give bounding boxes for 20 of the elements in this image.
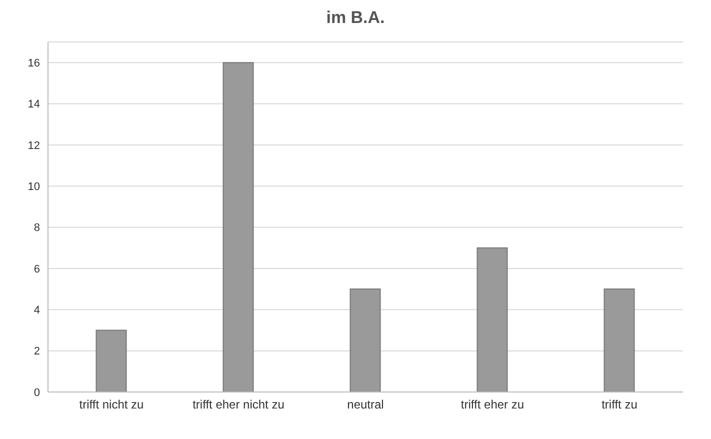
- y-tick-label: 6: [34, 263, 40, 276]
- x-tick-label: trifft eher nicht zu: [192, 398, 284, 412]
- bar: [604, 288, 635, 392]
- y-tick-label: 12: [28, 140, 40, 152]
- x-tick-label: trifft zu: [602, 398, 638, 412]
- bar: [350, 288, 381, 392]
- y-tick-label: 4: [34, 304, 40, 317]
- y-tick-label: 0: [34, 386, 40, 399]
- y-tick-label: 16: [28, 57, 40, 70]
- bar: [96, 330, 127, 392]
- y-tick-label: 8: [34, 222, 40, 234]
- bar: [222, 62, 254, 392]
- y-tick-label: 10: [28, 181, 40, 194]
- chart-title: im B.A.: [325, 8, 386, 28]
- x-tick-label: trifft nicht zu: [79, 398, 144, 412]
- y-tick-label: 2: [34, 346, 40, 358]
- bar: [476, 247, 508, 392]
- x-tick-label: trifft eher zu: [460, 398, 524, 412]
- y-tick-label: 14: [28, 98, 40, 111]
- x-tick-label: neutral: [347, 398, 384, 412]
